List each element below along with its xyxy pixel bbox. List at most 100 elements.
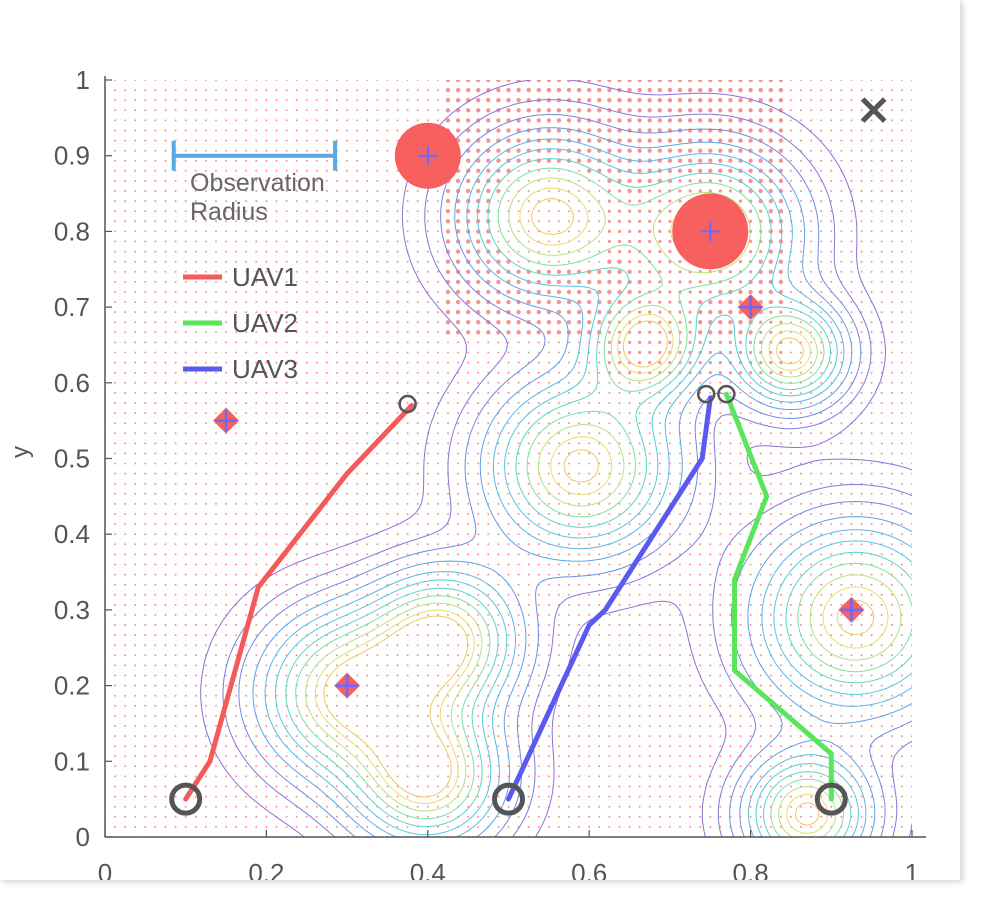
coverage-dot — [457, 391, 460, 394]
coverage-dot — [618, 573, 621, 576]
coverage-dot — [386, 230, 389, 233]
coverage-dot — [174, 815, 177, 818]
coverage-dot — [578, 613, 581, 616]
coverage-dot — [144, 755, 147, 758]
coverage-dot — [376, 543, 379, 546]
coverage-dot — [275, 99, 278, 102]
coverage-dot — [476, 259, 481, 264]
coverage-dot — [598, 694, 601, 697]
coverage-dot — [336, 331, 338, 334]
coverage-dot — [265, 634, 268, 637]
coverage-dot — [285, 634, 288, 637]
coverage-dot — [537, 442, 540, 445]
coverage-dot — [447, 805, 449, 808]
coverage-dot — [667, 108, 673, 113]
coverage-dot — [749, 603, 752, 606]
coverage-dot — [225, 755, 228, 758]
coverage-dot — [134, 412, 137, 415]
coverage-dot — [738, 128, 743, 133]
coverage-dot — [174, 200, 177, 203]
coverage-dot — [749, 209, 753, 213]
coverage-dot — [598, 825, 601, 828]
coverage-dot — [748, 87, 753, 93]
coverage-dot — [587, 80, 592, 83]
coverage-dot — [366, 361, 369, 364]
coverage-dot — [689, 523, 692, 526]
coverage-dot — [719, 634, 722, 637]
coverage-dot — [366, 381, 369, 384]
coverage-dot — [657, 128, 662, 133]
coverage-dot — [124, 280, 127, 283]
coverage-dot — [356, 755, 359, 758]
coverage-dot — [527, 523, 530, 526]
coverage-dot — [557, 674, 560, 677]
coverage-dot — [255, 634, 258, 637]
coverage-dot — [759, 775, 762, 778]
coverage-dot — [376, 523, 379, 526]
coverage-dot — [578, 654, 581, 657]
coverage-dot — [305, 805, 308, 808]
coverage-dot — [517, 573, 520, 576]
coverage-dot — [396, 593, 399, 596]
coverage-dot — [587, 138, 592, 143]
coverage-dot — [255, 735, 258, 738]
coverage-dot — [275, 190, 278, 192]
coverage-dot — [204, 533, 207, 536]
coverage-dot — [759, 462, 762, 465]
coverage-dot — [457, 402, 460, 404]
coverage-dot — [477, 765, 480, 768]
coverage-dot — [255, 765, 258, 768]
coverage-dot — [164, 119, 167, 122]
coverage-dot — [204, 412, 207, 415]
coverage-dot — [275, 805, 278, 808]
coverage-dot — [245, 725, 248, 727]
coverage-dot — [698, 118, 703, 123]
coverage-dot — [457, 563, 460, 566]
coverage-dot — [467, 482, 470, 485]
coverage-dot — [668, 785, 671, 788]
coverage-dot — [507, 422, 510, 425]
coverage-dot — [295, 371, 298, 374]
coverage-dot — [325, 371, 328, 374]
coverage-dot — [607, 98, 612, 103]
coverage-dot — [689, 482, 692, 485]
coverage-dot — [346, 351, 349, 354]
coverage-dot — [648, 422, 651, 425]
coverage-dot — [507, 654, 510, 657]
coverage-dot — [315, 442, 318, 445]
coverage-dot — [114, 169, 117, 172]
coverage-dot — [174, 513, 177, 515]
coverage-dot — [325, 220, 328, 223]
coverage-dot — [477, 613, 480, 616]
coverage-dot — [608, 442, 611, 445]
coverage-dot — [114, 472, 117, 475]
coverage-dot — [486, 188, 491, 194]
coverage-dot — [295, 210, 298, 213]
coverage-dot — [426, 735, 429, 738]
coverage-dot — [749, 765, 752, 768]
coverage-dot — [154, 371, 157, 374]
coverage-dot — [396, 735, 399, 738]
coverage-dot — [164, 825, 167, 828]
coverage-dot — [174, 432, 177, 435]
coverage-dot — [235, 80, 238, 81]
coverage-dot — [607, 279, 612, 285]
coverage-dot — [556, 269, 562, 274]
coverage-dot — [708, 98, 713, 103]
coverage-dot — [194, 129, 197, 132]
coverage-dot — [436, 432, 439, 435]
coverage-dot — [396, 80, 399, 81]
coverage-dot — [537, 220, 540, 223]
coverage-dot — [164, 513, 167, 515]
coverage-dot — [295, 452, 298, 455]
coverage-dot — [235, 452, 238, 455]
coverage-dot — [245, 563, 248, 566]
coverage-dot — [265, 371, 268, 374]
coverage-dot — [719, 381, 722, 384]
coverage-dot — [215, 613, 217, 616]
coverage-dot — [679, 805, 681, 808]
coverage-dot — [356, 159, 359, 162]
coverage-dot — [154, 402, 157, 404]
coverage-dot — [265, 179, 268, 182]
coverage-dot — [174, 99, 177, 102]
